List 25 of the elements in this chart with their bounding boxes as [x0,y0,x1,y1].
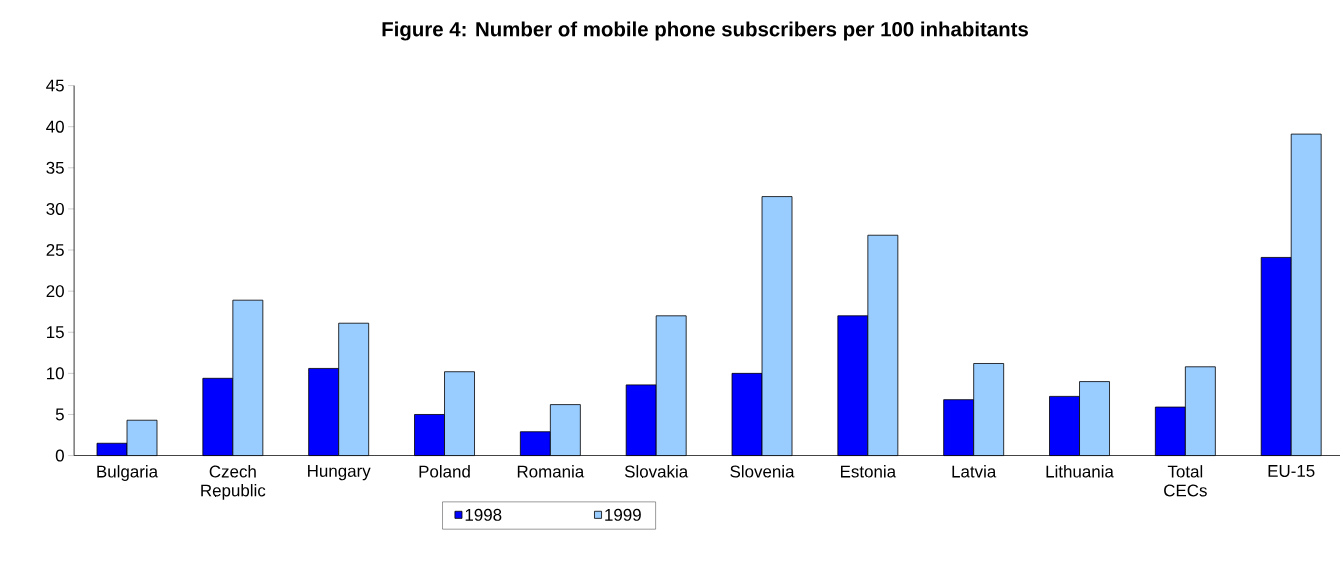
y-tick-label: 25 [46,244,64,257]
y-tick-label: 30 [46,202,64,215]
x-tick-label: Romania [517,465,585,478]
y-tick-label: 15 [47,326,64,339]
legend-label: 1999 [605,508,641,521]
x-tick-label: Total CECs [1164,465,1207,497]
x-tick-label: Slovakia [624,465,689,478]
chart-title: Figure 4: Number of mobile phone subscribers per 100 inhabitants [382,21,1028,41]
y-tick-label: 5 [55,408,64,421]
x-tick-label: Bulgaria [97,465,159,481]
x-tick-label: Hungary [308,465,371,481]
x-tick-label: Latvia [952,465,997,478]
y-tick-label: 0 [55,449,64,462]
x-tick-label: Lithuania [1046,465,1114,478]
x-tick-label: Poland [419,465,470,478]
y-tick-label: 10 [47,367,64,380]
y-tick-label: 35 [46,161,64,174]
y-tick-label: 45 [46,79,64,92]
y-tick-label: 20 [46,285,64,298]
legend-label: 1998 [465,508,502,521]
y-tick-label: 40 [46,120,64,133]
x-tick-label: Czech Republic [201,465,266,500]
x-tick-label: Estonia [841,465,897,478]
x-tick-label: Slovenia [730,465,795,478]
x-tick-label: EU-15 [1268,465,1315,477]
